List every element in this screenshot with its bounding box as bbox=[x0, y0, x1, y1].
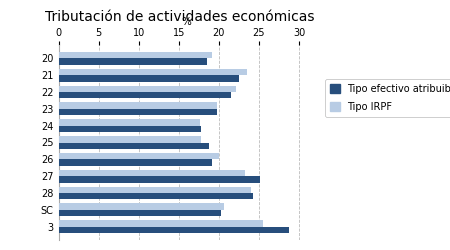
Bar bbox=[58, 102, 217, 109]
Bar bbox=[58, 153, 219, 159]
Legend: Tipo efectivo atribuible, Tipo IRPF: Tipo efectivo atribuible, Tipo IRPF bbox=[325, 79, 450, 116]
Bar bbox=[58, 193, 253, 199]
Bar bbox=[58, 176, 261, 182]
X-axis label: %: % bbox=[182, 17, 192, 27]
Bar bbox=[58, 58, 207, 65]
Bar bbox=[58, 92, 231, 98]
Bar bbox=[58, 226, 289, 233]
Bar bbox=[58, 86, 236, 92]
Text: Tributación de actividades económicas: Tributación de actividades económicas bbox=[45, 10, 315, 24]
Bar bbox=[58, 119, 200, 126]
Bar bbox=[58, 210, 221, 216]
Bar bbox=[58, 220, 263, 226]
Bar bbox=[58, 203, 224, 210]
Bar bbox=[58, 170, 245, 176]
Bar bbox=[58, 109, 217, 115]
Bar bbox=[58, 159, 212, 166]
Bar bbox=[58, 75, 239, 82]
Bar bbox=[58, 186, 251, 193]
Bar bbox=[58, 142, 209, 149]
Bar bbox=[58, 136, 201, 142]
Bar bbox=[58, 69, 247, 75]
Bar bbox=[58, 52, 212, 59]
Bar bbox=[58, 126, 201, 132]
